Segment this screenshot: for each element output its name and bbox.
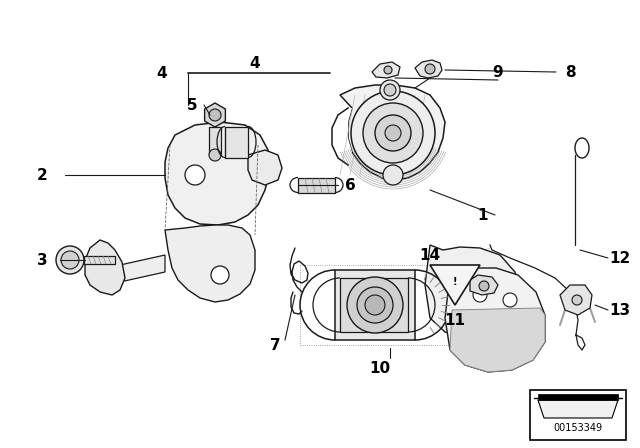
- Polygon shape: [445, 268, 545, 372]
- Polygon shape: [209, 127, 221, 155]
- Circle shape: [572, 295, 582, 305]
- Text: 4: 4: [250, 56, 260, 70]
- Polygon shape: [372, 62, 400, 78]
- Polygon shape: [115, 255, 165, 282]
- Circle shape: [209, 109, 221, 121]
- Text: 14: 14: [419, 247, 440, 263]
- Polygon shape: [84, 256, 115, 264]
- Circle shape: [185, 165, 205, 185]
- Polygon shape: [248, 150, 282, 185]
- Circle shape: [384, 84, 396, 96]
- Circle shape: [211, 266, 229, 284]
- Circle shape: [61, 251, 79, 269]
- Polygon shape: [165, 225, 255, 302]
- Polygon shape: [430, 265, 480, 305]
- Polygon shape: [538, 394, 618, 400]
- Polygon shape: [470, 275, 498, 295]
- Text: 7: 7: [269, 337, 280, 353]
- Polygon shape: [450, 308, 545, 372]
- Text: 9: 9: [493, 65, 503, 79]
- Text: 1: 1: [477, 207, 488, 223]
- Circle shape: [385, 125, 401, 141]
- Text: 11: 11: [445, 313, 465, 327]
- Polygon shape: [425, 245, 522, 338]
- Circle shape: [365, 295, 385, 315]
- Circle shape: [380, 80, 400, 100]
- Text: 5: 5: [187, 98, 197, 112]
- Text: 8: 8: [564, 65, 575, 79]
- Polygon shape: [415, 60, 442, 78]
- Circle shape: [209, 149, 221, 161]
- Text: 00153349: 00153349: [554, 423, 603, 433]
- Polygon shape: [538, 400, 618, 418]
- Circle shape: [56, 246, 84, 274]
- Text: 12: 12: [609, 250, 630, 266]
- Circle shape: [375, 115, 411, 151]
- Text: 6: 6: [344, 177, 355, 193]
- Text: 13: 13: [609, 302, 630, 318]
- Circle shape: [363, 103, 423, 163]
- Text: 2: 2: [36, 168, 47, 182]
- Circle shape: [479, 281, 489, 291]
- Text: 10: 10: [369, 361, 390, 375]
- Polygon shape: [335, 270, 415, 340]
- Circle shape: [503, 293, 517, 307]
- Polygon shape: [560, 285, 592, 315]
- Circle shape: [357, 287, 393, 323]
- Polygon shape: [340, 85, 445, 180]
- Polygon shape: [332, 108, 352, 165]
- Polygon shape: [85, 240, 125, 295]
- Circle shape: [351, 91, 435, 175]
- Polygon shape: [165, 122, 270, 225]
- Bar: [530, 390, 626, 440]
- Text: 4: 4: [157, 65, 167, 81]
- Polygon shape: [340, 278, 408, 332]
- Circle shape: [383, 165, 403, 185]
- Polygon shape: [298, 178, 335, 193]
- Circle shape: [473, 288, 487, 302]
- Text: 3: 3: [36, 253, 47, 267]
- Circle shape: [384, 66, 392, 74]
- Circle shape: [347, 277, 403, 333]
- Polygon shape: [225, 127, 248, 158]
- Polygon shape: [205, 103, 225, 127]
- Text: !: !: [452, 277, 457, 287]
- Circle shape: [425, 64, 435, 74]
